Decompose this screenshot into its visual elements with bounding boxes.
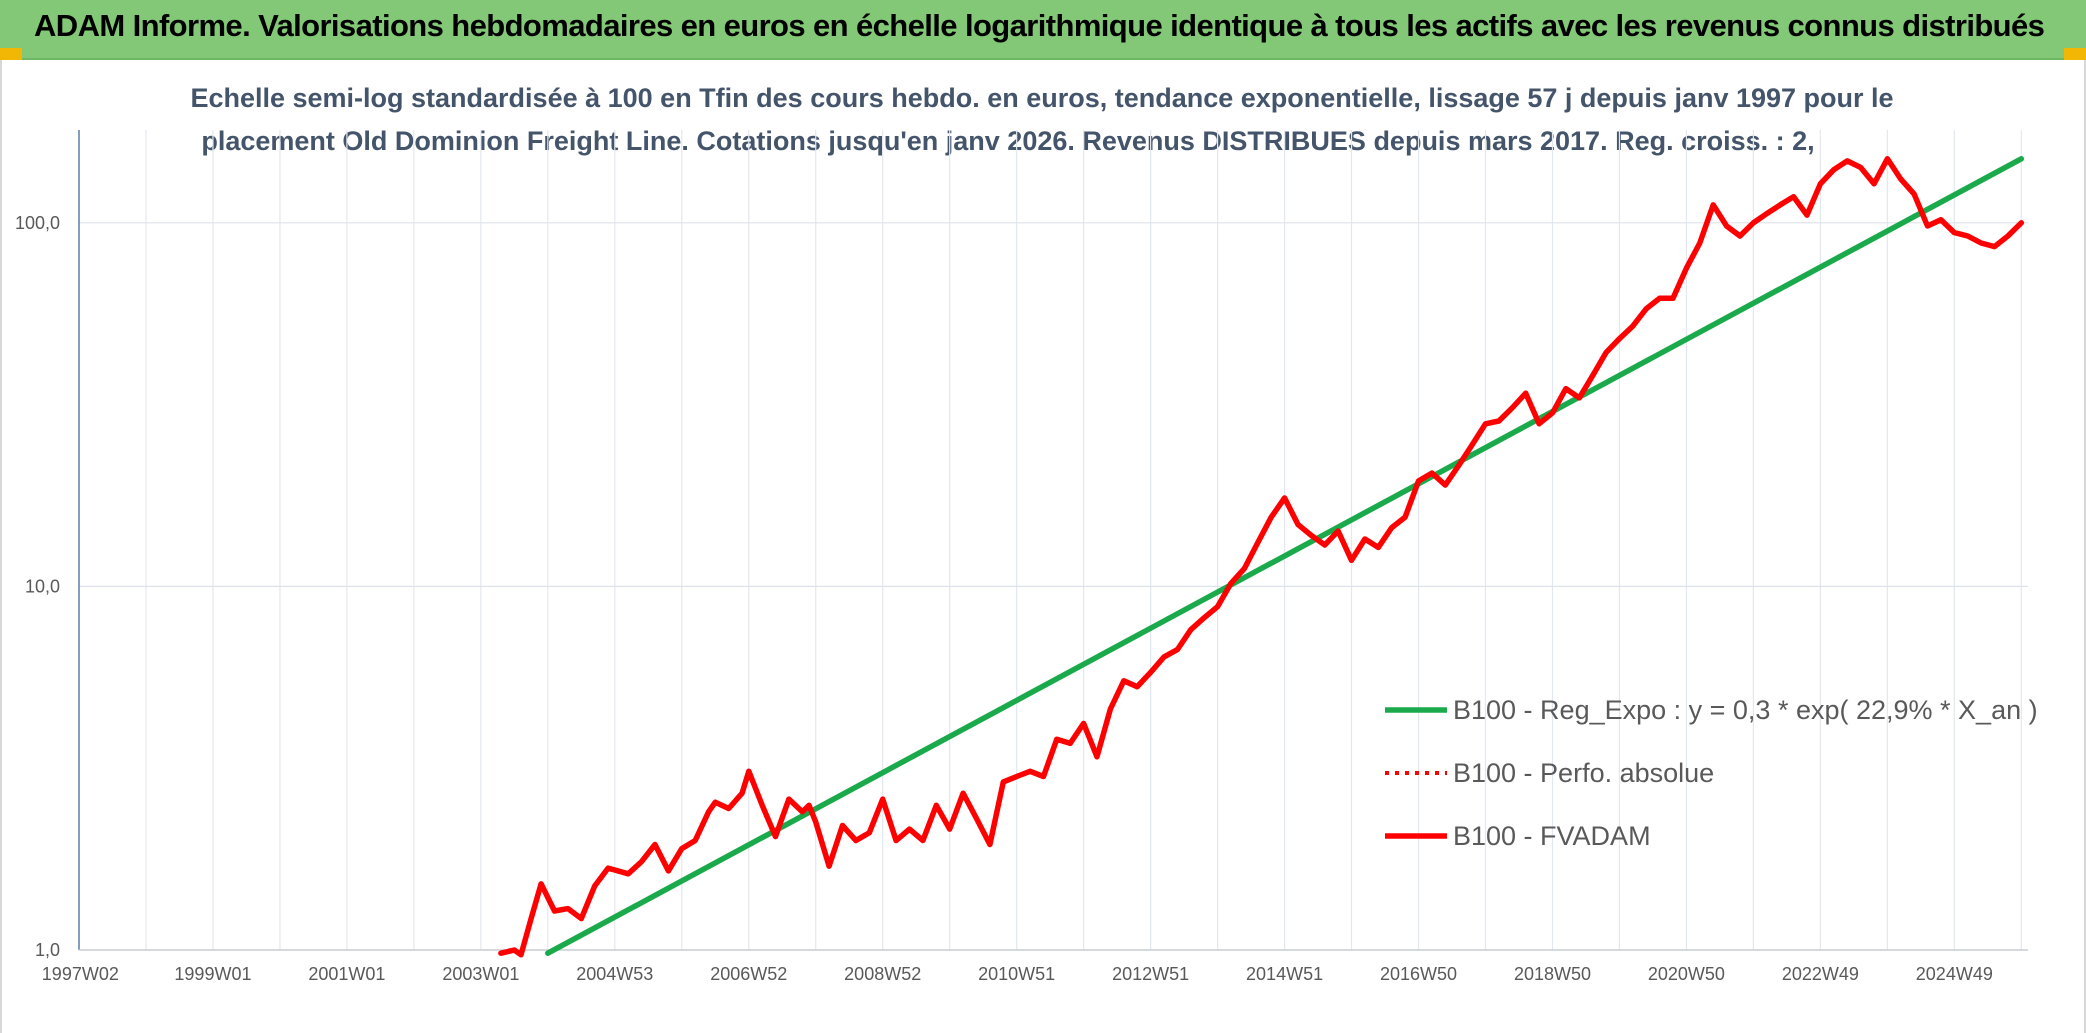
x-tick-label: 2010W51 <box>978 964 1055 984</box>
series-line-0 <box>545 156 2025 956</box>
series-line-2 <box>498 156 2025 958</box>
x-tick-label: 2012W51 <box>1112 964 1189 984</box>
x-tick-label: 2014W51 <box>1246 964 1323 984</box>
legend-label-2: B100 - FVADAM <box>1453 821 1651 851</box>
y-tick-label: 100,0 <box>15 213 60 233</box>
chart-legend: B100 - Reg_Expo : y = 0,3 * exp( 22,9% *… <box>1385 695 2038 851</box>
x-tick-label: 2022W49 <box>1782 964 1859 984</box>
x-tick-label: 2024W49 <box>1916 964 1993 984</box>
chart-grid <box>79 130 2028 951</box>
x-tick-label: 2020W50 <box>1648 964 1725 984</box>
y-tick-label: 1,0 <box>35 940 60 960</box>
chart: Echelle semi-log standardisée à 100 en T… <box>15 83 2038 984</box>
chart-axes: 1,0 10,0 100,0 1997W02 1999W01 2001W01 2003W01… <box>15 130 2028 984</box>
corner-marker-right <box>2064 48 2086 60</box>
report-header: ADAM Informe. Valorisations hebdomadaire… <box>0 0 2086 60</box>
x-tick-label: 2016W50 <box>1380 964 1457 984</box>
x-tick-label: 2004W53 <box>576 964 653 984</box>
legend-label-0: B100 - Reg_Expo : y = 0,3 * exp( 22,9% *… <box>1453 695 2038 725</box>
y-tick-label: 10,0 <box>25 576 60 596</box>
chart-subtitle-line-1: Echelle semi-log standardisée à 100 en T… <box>190 83 1893 113</box>
corner-marker-left <box>0 48 22 60</box>
x-tick-label: 2003W01 <box>442 964 519 984</box>
x-tick-label: 2001W01 <box>308 964 385 984</box>
chart-series <box>498 156 2025 958</box>
report-title: ADAM Informe. Valorisations hebdomadaire… <box>34 8 2045 43</box>
x-tick-label: 2018W50 <box>1514 964 1591 984</box>
legend-label-1: B100 - Perfo. absolue <box>1453 758 1714 788</box>
x-tick-label: 1999W01 <box>174 964 251 984</box>
chart-subtitle-line-2: placement Old Dominion Freight Line. Cot… <box>201 126 1814 156</box>
x-tick-label: 1997W02 <box>42 964 119 984</box>
x-tick-label: 2006W52 <box>710 964 787 984</box>
chart-frame: Echelle semi-log standardisée à 100 en T… <box>0 60 2086 1033</box>
x-tick-label: 2008W52 <box>844 964 921 984</box>
